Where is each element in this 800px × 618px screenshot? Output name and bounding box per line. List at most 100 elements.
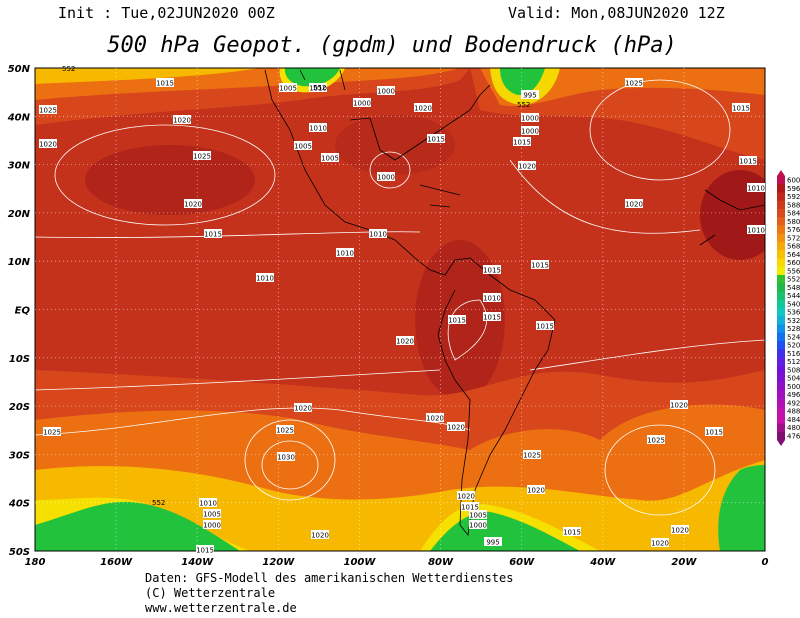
isobar-label: 1000 bbox=[377, 172, 395, 182]
isobar-label: 1030 bbox=[277, 452, 295, 462]
isobar-label-text: 1000 bbox=[377, 174, 395, 182]
isobar-label-text: 1020 bbox=[311, 532, 329, 540]
isobar-label-bg bbox=[39, 139, 57, 148]
isobar-label-text: 1015 bbox=[483, 267, 501, 275]
isobar-label: 1015 bbox=[531, 260, 549, 270]
isobar-label-text: 1015 bbox=[705, 429, 723, 437]
isobar-label: 1015 bbox=[483, 312, 501, 322]
isobar-label-text: 1015 bbox=[739, 158, 757, 166]
footer-line: www.wetterzentrale.de bbox=[145, 601, 297, 615]
isobar-label-bg bbox=[457, 491, 475, 500]
isobar-label-bg bbox=[483, 265, 501, 274]
isobar-label-bg bbox=[521, 113, 539, 122]
isobar-label-bg bbox=[277, 452, 295, 461]
colorbar-label: 536 bbox=[787, 309, 800, 317]
isobar-label: 1005 bbox=[279, 83, 297, 93]
isobar-label-bg bbox=[531, 260, 549, 269]
colorbar-label: 480 bbox=[787, 424, 800, 432]
isobar-label-bg bbox=[651, 538, 669, 547]
colorbar-swatch bbox=[777, 308, 785, 317]
footer-line: Daten: GFS-Modell des amerikanischen Wet… bbox=[145, 571, 513, 585]
isobar-label-text: 1010 bbox=[256, 275, 274, 283]
colorbar-arrow-top bbox=[777, 170, 785, 176]
lat-label: 30S bbox=[9, 450, 30, 461]
isobar-label-text: 1010 bbox=[199, 500, 217, 508]
map-field bbox=[35, 68, 765, 551]
lat-label: 20N bbox=[8, 209, 31, 220]
isobar-label-text: 1000 bbox=[203, 522, 221, 530]
isobar-label-text: 1015 bbox=[196, 547, 214, 555]
contour-label: 552 bbox=[517, 101, 530, 109]
isobar-label-text: 1020 bbox=[414, 105, 432, 113]
isobar-label-bg bbox=[671, 525, 689, 534]
isobar-label-bg bbox=[294, 141, 312, 150]
colorbar-swatch bbox=[777, 299, 785, 309]
isobar-label-bg bbox=[203, 509, 221, 518]
isobar-label-bg bbox=[377, 86, 395, 95]
isobar-label-bg bbox=[513, 137, 531, 146]
isobar-label-bg bbox=[536, 321, 554, 330]
isobar-label-text: 1010 bbox=[309, 85, 327, 93]
isobar-label: 1010 bbox=[256, 273, 274, 283]
init-time: Init : Tue,02JUN2020 00Z bbox=[58, 4, 275, 22]
isobar-label-bg bbox=[396, 336, 414, 345]
isobar-label: 1015 bbox=[705, 427, 723, 437]
isobar-label-text: 1015 bbox=[531, 262, 549, 270]
isobar-label-bg bbox=[625, 199, 643, 208]
isobar-label-bg bbox=[203, 520, 221, 529]
isobar-label-bg bbox=[184, 199, 202, 208]
isobar-label-bg bbox=[427, 134, 445, 143]
isobar-label: 1005 bbox=[294, 141, 312, 151]
field-band bbox=[718, 465, 765, 551]
isobar-label: 1020 bbox=[518, 161, 536, 171]
colorbar-label: 568 bbox=[787, 243, 800, 251]
field-band bbox=[284, 68, 340, 87]
colorbar-label: 512 bbox=[787, 358, 800, 366]
colorbar-swatch bbox=[777, 316, 785, 325]
isobar-label-bg bbox=[747, 183, 765, 192]
isobar-label: 1010 bbox=[309, 123, 327, 133]
isobar-label-bg bbox=[156, 78, 174, 87]
isobar-label-text: 1020 bbox=[426, 415, 444, 423]
lat-label: 40S bbox=[8, 499, 30, 510]
colorbar-label: 544 bbox=[787, 292, 800, 300]
contour-label: 552 bbox=[313, 84, 326, 92]
isobar-label-text: 1010 bbox=[747, 185, 765, 193]
colorbar-label: 552 bbox=[787, 276, 800, 284]
isobar-label-text: 1020 bbox=[518, 163, 536, 171]
colorbar-label: 548 bbox=[787, 284, 800, 292]
isobar-label-text: 1005 bbox=[279, 85, 297, 93]
isobar-label-text: 1020 bbox=[670, 402, 688, 410]
isobar-label: 1020 bbox=[39, 139, 57, 149]
isobar-label: 1020 bbox=[311, 530, 329, 540]
graticule bbox=[35, 68, 765, 551]
isobar-label-text: 1020 bbox=[447, 424, 465, 432]
isobar-label-bg bbox=[256, 273, 274, 282]
lon-label: 180 bbox=[25, 557, 46, 568]
isobar-label-text: 1020 bbox=[294, 405, 312, 413]
lat-label: 10N bbox=[8, 257, 31, 268]
lon-label: 140W bbox=[181, 557, 214, 568]
isobar-label-bg bbox=[336, 248, 354, 257]
isobar-label-text: 1005 bbox=[294, 143, 312, 151]
colorbar-label: 588 bbox=[787, 201, 800, 209]
isobar-label-text: 995 bbox=[486, 539, 499, 547]
isobar-label: 1015 bbox=[204, 229, 222, 239]
isobar-label: 1025 bbox=[625, 78, 643, 88]
isobar-label-bg bbox=[647, 435, 665, 444]
isobar-label-text: 1015 bbox=[563, 529, 581, 537]
isobar-label: 1010 bbox=[747, 183, 765, 193]
isobar-label-text: 1015 bbox=[448, 317, 466, 325]
isobar-label-bg bbox=[279, 83, 297, 92]
colorbar-swatch bbox=[777, 258, 785, 268]
isobar-label-bg bbox=[353, 98, 371, 107]
isobar-label-text: 1020 bbox=[457, 493, 475, 501]
contour-label: 552 bbox=[152, 499, 165, 507]
isobar-label-text: 995 bbox=[523, 92, 536, 100]
colorbar-swatch bbox=[777, 266, 785, 276]
isobar-label-bg bbox=[670, 400, 688, 409]
isobar-label: 1010 bbox=[483, 293, 501, 303]
isobar-label-text: 1010 bbox=[747, 227, 765, 235]
isobar-label: 1025 bbox=[39, 105, 57, 115]
